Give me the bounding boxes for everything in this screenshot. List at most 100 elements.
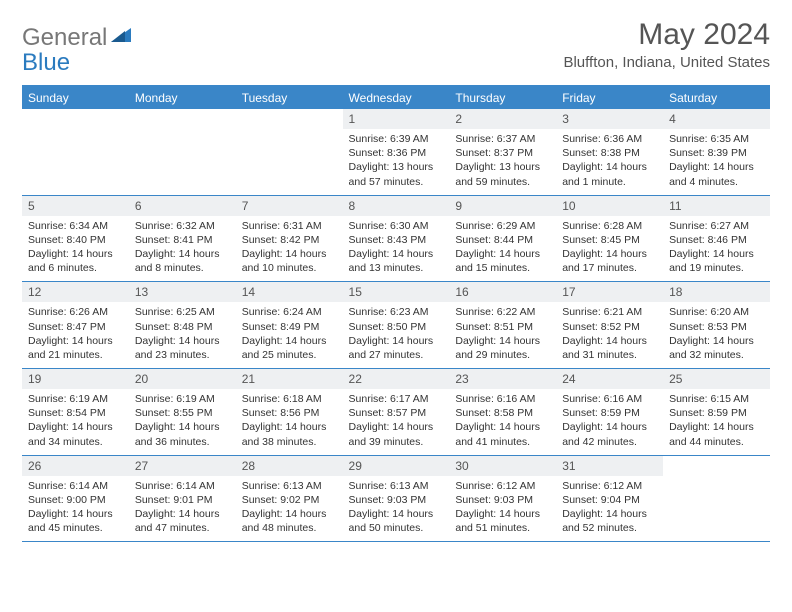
sunrise-line: Sunrise: 6:13 AM: [242, 479, 337, 493]
day-cell: Sunrise: 6:27 AMSunset: 8:46 PMDaylight:…: [663, 216, 770, 282]
daylight-line2: and 57 minutes.: [349, 175, 444, 189]
daylight-line1: Daylight: 14 hours: [455, 334, 550, 348]
daylight-line2: and 31 minutes.: [562, 348, 657, 362]
day-cell: Sunrise: 6:12 AMSunset: 9:04 PMDaylight:…: [556, 476, 663, 542]
sunrise-line: Sunrise: 6:30 AM: [349, 219, 444, 233]
day-cell: Sunrise: 6:24 AMSunset: 8:49 PMDaylight:…: [236, 302, 343, 368]
content-row: Sunrise: 6:14 AMSunset: 9:00 PMDaylight:…: [22, 476, 770, 542]
sunrise-line: Sunrise: 6:29 AM: [455, 219, 550, 233]
sunrise-line: Sunrise: 6:16 AM: [455, 392, 550, 406]
day-cell: Sunrise: 6:28 AMSunset: 8:45 PMDaylight:…: [556, 216, 663, 282]
daylight-line2: and 4 minutes.: [669, 175, 764, 189]
calendar-table: SundayMondayTuesdayWednesdayThursdayFrid…: [22, 85, 770, 542]
day-number: 7: [236, 195, 343, 216]
daylight-line1: Daylight: 14 hours: [242, 334, 337, 348]
daylight-line2: and 47 minutes.: [135, 521, 230, 535]
day-number: 10: [556, 195, 663, 216]
daylight-line2: and 6 minutes.: [28, 261, 123, 275]
day-cell: Sunrise: 6:15 AMSunset: 8:59 PMDaylight:…: [663, 389, 770, 455]
day-number: 12: [22, 282, 129, 303]
daylight-line2: and 19 minutes.: [669, 261, 764, 275]
daylight-line2: and 52 minutes.: [562, 521, 657, 535]
sunrise-line: Sunrise: 6:13 AM: [349, 479, 444, 493]
day-number: 22: [343, 369, 450, 390]
day-number: 14: [236, 282, 343, 303]
daylight-line1: Daylight: 14 hours: [28, 420, 123, 434]
day-cell: Sunrise: 6:14 AMSunset: 9:00 PMDaylight:…: [22, 476, 129, 542]
day-number: 9: [449, 195, 556, 216]
daylight-line1: Daylight: 14 hours: [242, 247, 337, 261]
daylight-line1: Daylight: 14 hours: [562, 160, 657, 174]
sunset-line: Sunset: 9:04 PM: [562, 493, 657, 507]
weekday-header-row: SundayMondayTuesdayWednesdayThursdayFrid…: [22, 86, 770, 109]
daylight-line1: Daylight: 14 hours: [349, 507, 444, 521]
daylight-line1: Daylight: 14 hours: [349, 420, 444, 434]
day-number: 5: [22, 195, 129, 216]
daylight-line2: and 39 minutes.: [349, 435, 444, 449]
sunrise-line: Sunrise: 6:14 AM: [28, 479, 123, 493]
sunrise-line: Sunrise: 6:12 AM: [455, 479, 550, 493]
daylight-line2: and 42 minutes.: [562, 435, 657, 449]
logo-text-blue: Blue: [22, 49, 70, 77]
day-cell: Sunrise: 6:13 AMSunset: 9:03 PMDaylight:…: [343, 476, 450, 542]
day-number: 8: [343, 195, 450, 216]
daylight-line2: and 38 minutes.: [242, 435, 337, 449]
daynum-row: 19202122232425: [22, 369, 770, 390]
day-cell: Sunrise: 6:23 AMSunset: 8:50 PMDaylight:…: [343, 302, 450, 368]
sunset-line: Sunset: 8:57 PM: [349, 406, 444, 420]
sunset-line: Sunset: 8:51 PM: [455, 320, 550, 334]
daylight-line2: and 45 minutes.: [28, 521, 123, 535]
day-cell: [129, 129, 236, 195]
day-number: 24: [556, 369, 663, 390]
daylight-line2: and 59 minutes.: [455, 175, 550, 189]
sunrise-line: Sunrise: 6:34 AM: [28, 219, 123, 233]
sunrise-line: Sunrise: 6:27 AM: [669, 219, 764, 233]
title-block: May 2024 Bluffton, Indiana, United State…: [563, 18, 770, 71]
daylight-line2: and 13 minutes.: [349, 261, 444, 275]
daylight-line2: and 10 minutes.: [242, 261, 337, 275]
sunrise-line: Sunrise: 6:32 AM: [135, 219, 230, 233]
day-cell: [236, 129, 343, 195]
sunset-line: Sunset: 8:39 PM: [669, 146, 764, 160]
day-number: 1: [343, 109, 450, 129]
day-number: [129, 109, 236, 129]
daylight-line1: Daylight: 14 hours: [669, 334, 764, 348]
sunset-line: Sunset: 8:36 PM: [349, 146, 444, 160]
day-number: [663, 455, 770, 476]
day-number: 19: [22, 369, 129, 390]
sunrise-line: Sunrise: 6:17 AM: [349, 392, 444, 406]
sunrise-line: Sunrise: 6:24 AM: [242, 305, 337, 319]
day-cell: Sunrise: 6:21 AMSunset: 8:52 PMDaylight:…: [556, 302, 663, 368]
sunrise-line: Sunrise: 6:19 AM: [28, 392, 123, 406]
day-cell: Sunrise: 6:25 AMSunset: 8:48 PMDaylight:…: [129, 302, 236, 368]
sunrise-line: Sunrise: 6:16 AM: [562, 392, 657, 406]
day-cell: [22, 129, 129, 195]
day-number: 17: [556, 282, 663, 303]
sunrise-line: Sunrise: 6:15 AM: [669, 392, 764, 406]
daylight-line2: and 8 minutes.: [135, 261, 230, 275]
daylight-line2: and 41 minutes.: [455, 435, 550, 449]
sunset-line: Sunset: 8:56 PM: [242, 406, 337, 420]
logo-text-general: General: [22, 24, 107, 52]
sunset-line: Sunset: 8:38 PM: [562, 146, 657, 160]
sunset-line: Sunset: 9:03 PM: [349, 493, 444, 507]
month-title: May 2024: [563, 18, 770, 52]
content-row: Sunrise: 6:26 AMSunset: 8:47 PMDaylight:…: [22, 302, 770, 368]
sunset-line: Sunset: 9:02 PM: [242, 493, 337, 507]
daylight-line2: and 51 minutes.: [455, 521, 550, 535]
weekday-header: Thursday: [449, 86, 556, 109]
daylight-line2: and 17 minutes.: [562, 261, 657, 275]
sunset-line: Sunset: 9:01 PM: [135, 493, 230, 507]
day-cell: Sunrise: 6:19 AMSunset: 8:55 PMDaylight:…: [129, 389, 236, 455]
sunset-line: Sunset: 8:54 PM: [28, 406, 123, 420]
weekday-header: Friday: [556, 86, 663, 109]
day-cell: Sunrise: 6:12 AMSunset: 9:03 PMDaylight:…: [449, 476, 556, 542]
daynum-row: 262728293031: [22, 455, 770, 476]
daylight-line1: Daylight: 14 hours: [135, 507, 230, 521]
logo-triangle-icon: [111, 26, 131, 42]
daylight-line1: Daylight: 14 hours: [669, 247, 764, 261]
sunrise-line: Sunrise: 6:39 AM: [349, 132, 444, 146]
daylight-line2: and 23 minutes.: [135, 348, 230, 362]
weekday-header: Wednesday: [343, 86, 450, 109]
day-number: 30: [449, 455, 556, 476]
